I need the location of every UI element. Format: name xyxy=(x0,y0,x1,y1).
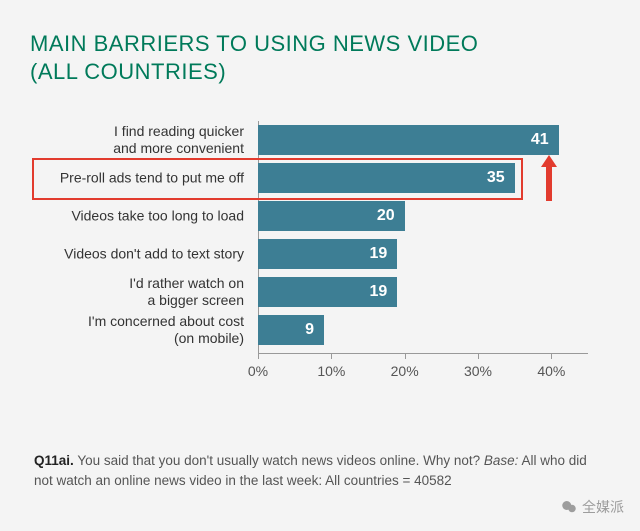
bar-value: 19 xyxy=(370,245,388,263)
bar-value: 9 xyxy=(305,321,314,339)
footnote-question-text: You said that you don't usually watch ne… xyxy=(77,453,480,468)
bar-label: I find reading quicker and more convenie… xyxy=(40,123,250,157)
bar-value: 41 xyxy=(531,131,549,149)
watermark: 全媒派 xyxy=(560,497,624,517)
x-tick xyxy=(331,353,332,359)
chart-title: MAIN BARRIERS TO USING NEWS VIDEO (ALL C… xyxy=(30,30,610,85)
bar: 35 xyxy=(258,163,515,193)
watermark-text: 全媒派 xyxy=(582,497,624,517)
bar-row: Videos take too long to load 20 xyxy=(40,197,600,235)
bar-row: Videos don't add to text story 19 xyxy=(40,235,600,273)
bar: 9 xyxy=(258,315,324,345)
footnote-question-label: Q11ai. xyxy=(34,453,74,468)
bar: 19 xyxy=(258,239,397,269)
x-tick xyxy=(405,353,406,359)
bar-label: Videos don't add to text story xyxy=(40,246,250,263)
x-axis xyxy=(258,353,588,354)
bar: 20 xyxy=(258,201,405,231)
bar-label: Pre-roll ads tend to put me off xyxy=(40,170,250,187)
footnote: Q11ai. You said that you don't usually w… xyxy=(30,451,610,490)
bar-label: Videos take too long to load xyxy=(40,208,250,225)
bar-value: 35 xyxy=(487,169,505,187)
x-tick-label: 30% xyxy=(464,363,492,379)
bar: 41 xyxy=(258,125,559,155)
bar: 19 xyxy=(258,277,397,307)
x-tick xyxy=(551,353,552,359)
footnote-base-label: Base: xyxy=(484,453,519,468)
x-tick xyxy=(478,353,479,359)
bar-row: I find reading quicker and more convenie… xyxy=(40,121,600,159)
x-tick-label: 10% xyxy=(317,363,345,379)
bar-value: 20 xyxy=(377,207,395,225)
wechat-icon xyxy=(560,498,578,516)
x-tick-label: 20% xyxy=(391,363,419,379)
bar-value: 19 xyxy=(370,283,388,301)
x-tick-label: 40% xyxy=(537,363,565,379)
bar-label: I'm concerned about cost (on mobile) xyxy=(40,313,250,347)
x-tick xyxy=(258,353,259,359)
x-tick-label: 0% xyxy=(248,363,268,379)
bar-chart: I find reading quicker and more convenie… xyxy=(40,121,600,421)
bar-label: I'd rather watch on a bigger screen xyxy=(40,275,250,309)
bar-row: I'm concerned about cost (on mobile) 9 xyxy=(40,311,600,349)
bar-row: Pre-roll ads tend to put me off 35 xyxy=(40,159,600,197)
page-root: MAIN BARRIERS TO USING NEWS VIDEO (ALL C… xyxy=(0,0,640,531)
bar-row: I'd rather watch on a bigger screen 19 xyxy=(40,273,600,311)
